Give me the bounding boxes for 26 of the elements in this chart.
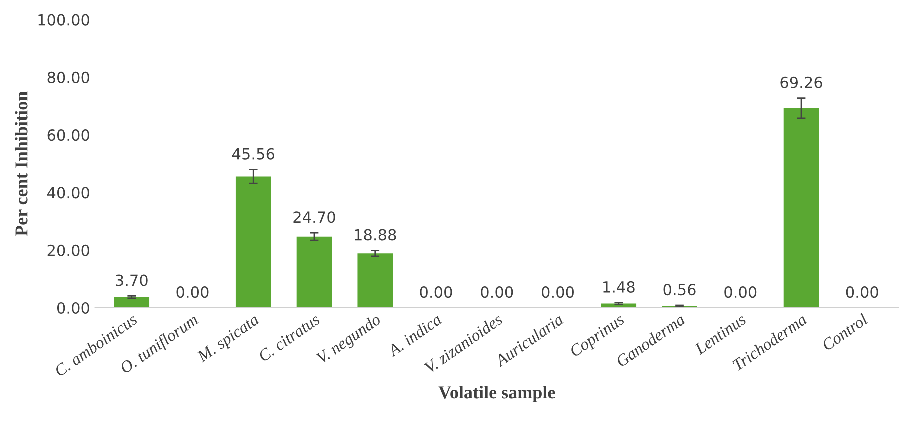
- y-tick-label: 20.00: [48, 244, 90, 256]
- y-tick-label: 60.00: [48, 130, 90, 142]
- bar: [236, 176, 272, 308]
- bar: [358, 254, 394, 308]
- data-label: 18.88: [355, 229, 396, 241]
- data-label: 0.00: [542, 286, 574, 298]
- y-tick-label: 100.00: [38, 14, 90, 26]
- data-label: 0.00: [420, 286, 452, 298]
- bar: [296, 236, 332, 308]
- data-label: 0.00: [724, 286, 757, 298]
- data-label: 24.70: [294, 212, 336, 224]
- y-tick-label: 40.00: [47, 187, 90, 199]
- data-label: 69.26: [780, 76, 822, 88]
- data-label: 0.56: [664, 284, 696, 296]
- y-tick-label: 0.00: [57, 302, 90, 314]
- data-label: 45.56: [232, 148, 275, 160]
- data-label: 0.00: [176, 286, 209, 298]
- y-tick-label: 80.00: [48, 72, 90, 84]
- data-label: 1.48: [604, 281, 635, 293]
- data-label: 3.70: [116, 274, 148, 286]
- x-axis-title: Volatile sample: [438, 386, 556, 402]
- bar: [784, 108, 820, 308]
- bar: [114, 297, 150, 308]
- data-label: 0.00: [846, 286, 878, 298]
- data-label: 0.00: [481, 286, 514, 298]
- y-axis-title: Per cent Inhibition: [15, 92, 28, 236]
